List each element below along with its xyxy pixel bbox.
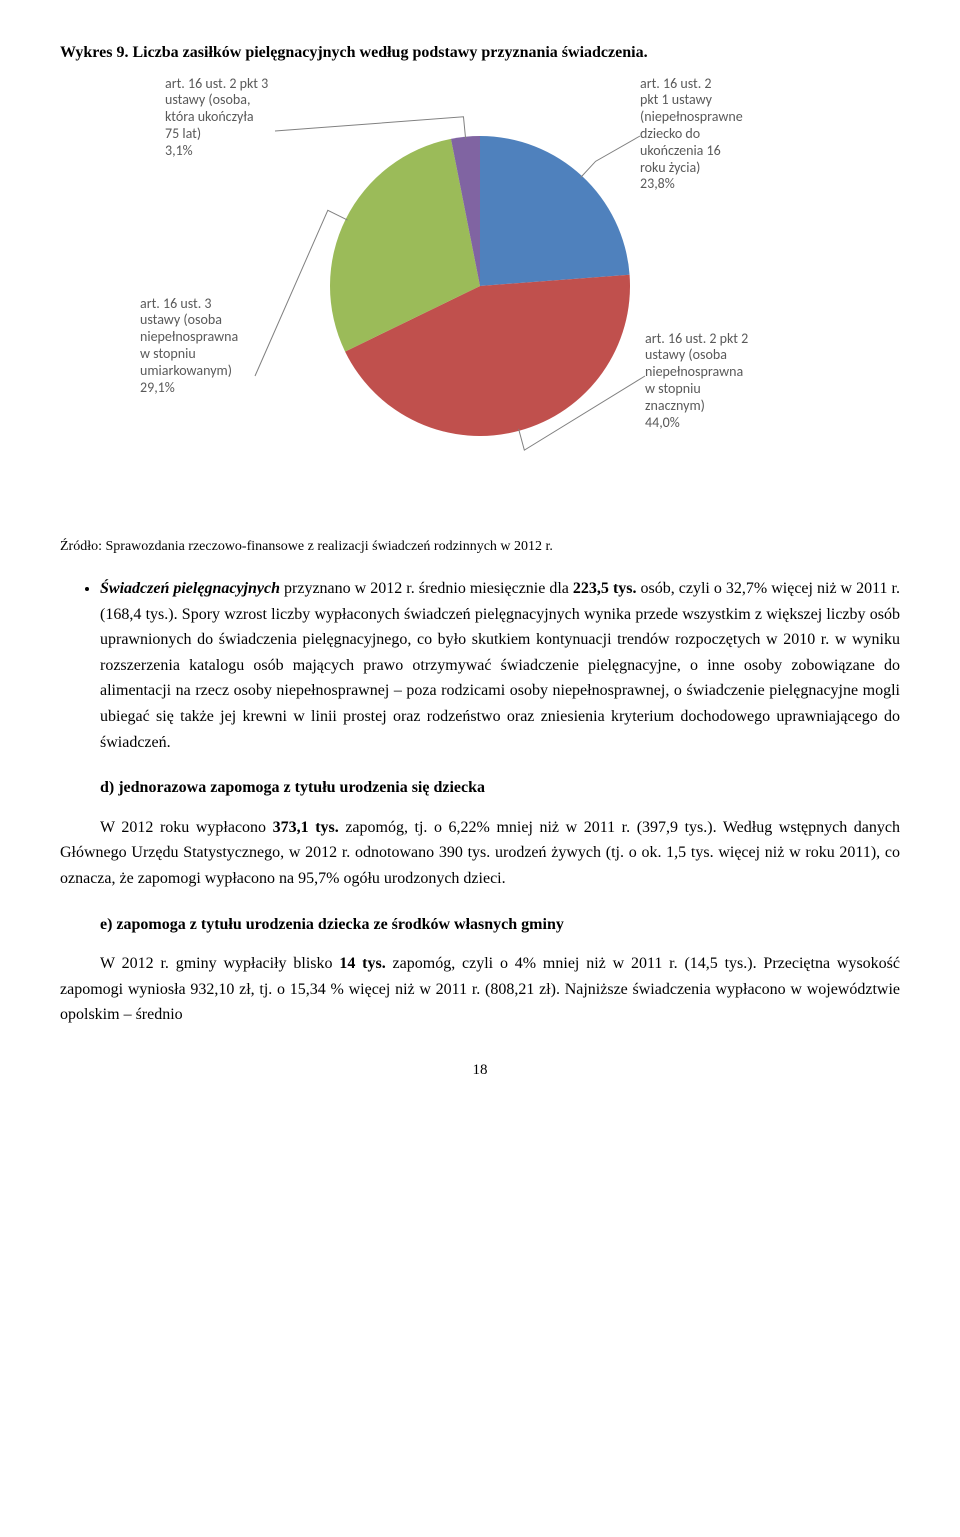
pie-label: art. 16 ust. 3 ustawy (osoba niepełnospr… bbox=[140, 296, 238, 397]
e-text-a: W 2012 r. gminy wypłaciły blisko bbox=[100, 955, 339, 972]
e-text-b: 14 tys. bbox=[339, 955, 385, 972]
leader-line bbox=[255, 210, 348, 376]
leader-line bbox=[519, 376, 645, 450]
chart-title: Wykres 9. Liczba zasiłków pielęgnacyjnyc… bbox=[60, 40, 900, 66]
bullet-text-2: osób, czyli o 32,7% więcej niż w 2011 r.… bbox=[100, 580, 900, 751]
bullet-bold-1: 223,5 tys. bbox=[573, 580, 637, 597]
pie-label: art. 16 ust. 2 pkt 1 ustawy (niepełnospr… bbox=[640, 76, 743, 194]
chart-source: Źródło: Sprawozdania rzeczowo-finansowe … bbox=[60, 536, 900, 558]
bullet-list: Świadczeń pielęgnacyjnych przyznano w 20… bbox=[60, 576, 900, 755]
bullet-text-1: przyznano w 2012 r. średnio miesięcznie … bbox=[280, 580, 573, 597]
page-number: 18 bbox=[60, 1058, 900, 1082]
bullet-item: Świadczeń pielęgnacyjnych przyznano w 20… bbox=[100, 576, 900, 755]
d-text-b: 373,1 tys. bbox=[273, 819, 339, 836]
leader-line bbox=[275, 116, 466, 138]
section-e-para: W 2012 r. gminy wypłaciły blisko 14 tys.… bbox=[60, 951, 900, 1028]
section-d-head: d) jednorazowa zapomoga z tytułu urodzen… bbox=[100, 775, 900, 801]
section-d-para: W 2012 roku wypłacono 373,1 tys. zapomóg… bbox=[60, 815, 900, 892]
bullet-lead-bi: Świadczeń pielęgnacyjnych bbox=[100, 580, 280, 597]
chart-container: art. 16 ust. 2 pkt 1 ustawy (niepełnospr… bbox=[60, 76, 900, 516]
leader-line bbox=[581, 136, 640, 177]
pie-label: art. 16 ust. 2 pkt 2 ustawy (osoba niepe… bbox=[645, 331, 748, 432]
pie-chart: art. 16 ust. 2 pkt 1 ustawy (niepełnospr… bbox=[140, 76, 820, 516]
d-text-a: W 2012 roku wypłacono bbox=[100, 819, 273, 836]
pie-label: art. 16 ust. 2 pkt 3 ustawy (osoba, któr… bbox=[165, 76, 268, 160]
section-e-head: e) zapomoga z tytułu urodzenia dziecka z… bbox=[100, 912, 900, 938]
